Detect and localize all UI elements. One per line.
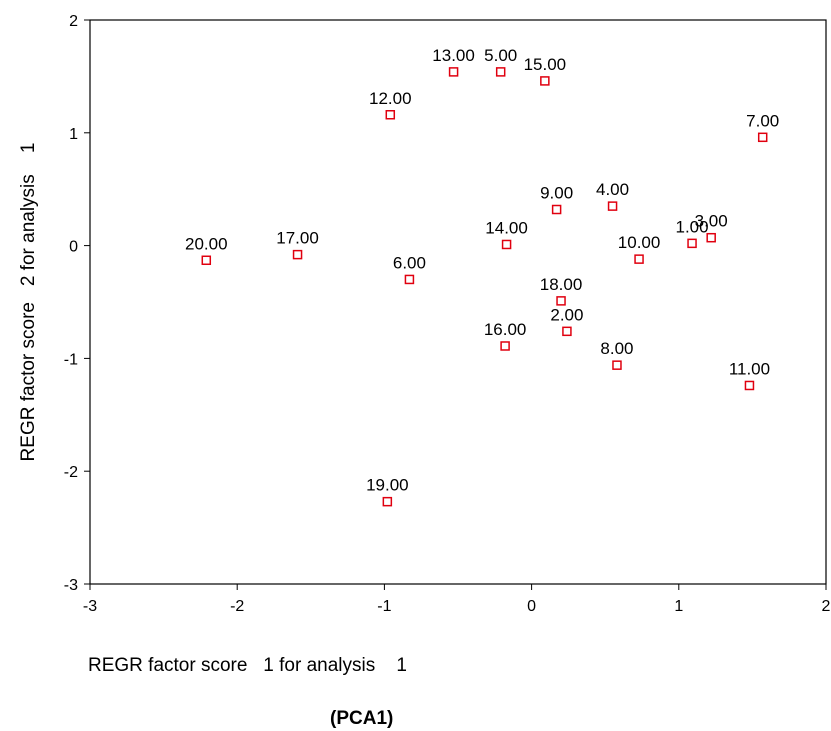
data-point — [495, 67, 506, 77]
chart-subtitle: (PCA1) — [330, 708, 394, 729]
y-axis-label: REGR factor score 2 for analysis 1 — [18, 143, 39, 462]
point-label: 20.00 — [185, 234, 228, 253]
point-label: 7.00 — [746, 111, 779, 130]
y-tick-label: 0 — [69, 239, 78, 256]
point-label: 1.00 — [676, 217, 709, 236]
point-label: 13.00 — [432, 46, 475, 65]
data-point — [607, 201, 618, 211]
y-tick-label: -2 — [64, 464, 78, 481]
x-tick-label: -2 — [230, 598, 244, 615]
point-label: 9.00 — [540, 184, 573, 203]
point-label: 19.00 — [366, 476, 409, 495]
point-label: 4.00 — [596, 180, 629, 199]
data-point — [448, 67, 459, 77]
data-point — [612, 360, 622, 370]
y-tick-label: -1 — [64, 351, 78, 368]
data-point — [540, 76, 550, 86]
point-label: 11.00 — [729, 359, 770, 378]
point-label: 15.00 — [524, 55, 567, 74]
scatter-chart: -3 -2 -1 0 1 2 -3 -2 -1 0 1 2 1.00 2.00 3.00 4.00 5.00 6… — [18, 13, 831, 615]
point-label: 3.00 — [695, 212, 728, 231]
point-label: 2.00 — [550, 305, 583, 324]
x-tick-label: 0 — [527, 598, 536, 615]
point-label: 17.00 — [276, 229, 319, 248]
point-label: 5.00 — [484, 46, 517, 65]
point-label: 12.00 — [369, 89, 412, 108]
data-point — [744, 380, 755, 391]
data-point — [385, 110, 396, 120]
data-point — [757, 132, 768, 143]
data-point — [706, 232, 716, 243]
data-point — [687, 238, 697, 249]
data-point — [404, 274, 415, 285]
data-point — [500, 341, 510, 351]
point-label: 16.00 — [484, 320, 527, 339]
x-tick-label: 1 — [674, 598, 683, 615]
plot-frame — [89, 19, 827, 585]
x-tick-label: 2 — [822, 598, 831, 615]
data-point — [292, 249, 303, 260]
point-label: 14.00 — [485, 218, 528, 237]
data-point — [201, 255, 212, 266]
data-point — [634, 254, 644, 264]
data-point — [556, 296, 566, 306]
data-point — [501, 239, 512, 250]
data-point — [382, 496, 393, 507]
x-tick-label: -1 — [377, 598, 391, 615]
y-tick-label: 1 — [69, 126, 78, 143]
point-label: 6.00 — [393, 253, 426, 272]
point-label: 8.00 — [600, 339, 633, 358]
point-label: 10.00 — [618, 233, 661, 252]
x-axis-label: REGR factor score 1 for analysis 1 — [88, 655, 407, 676]
y-tick-label: 2 — [69, 13, 78, 30]
x-tick-label: -3 — [83, 598, 97, 615]
data-point — [551, 204, 562, 215]
point-label: 18.00 — [540, 275, 583, 294]
data-point — [562, 326, 572, 337]
y-tick-label: -3 — [64, 577, 78, 594]
